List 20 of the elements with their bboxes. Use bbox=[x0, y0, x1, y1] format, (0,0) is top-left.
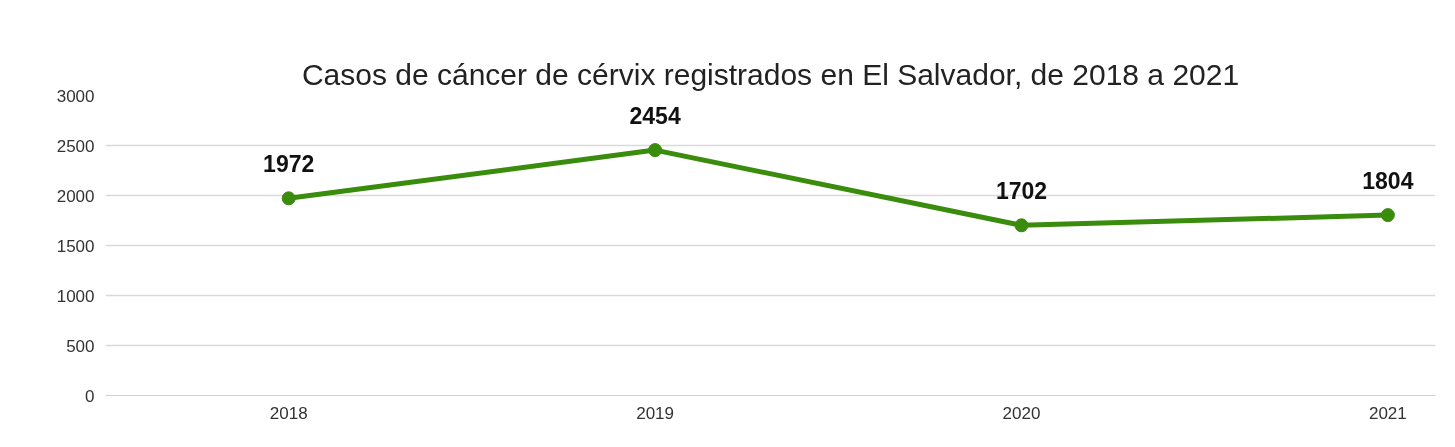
y-tick-label: 1000 bbox=[56, 286, 95, 306]
x-tick-label: 2020 bbox=[1002, 403, 1041, 423]
point bbox=[648, 143, 663, 158]
point bbox=[281, 191, 296, 206]
data-label: 2454 bbox=[629, 103, 681, 130]
x-tick-label: 2021 bbox=[1368, 403, 1407, 423]
y-tick-label: 0 bbox=[85, 386, 95, 406]
y-tick-label: 2000 bbox=[56, 186, 95, 206]
chart-title: Casos de cáncer de cérvix registrados en El Salvador, de 2018 a 2021 bbox=[301, 57, 1240, 91]
point bbox=[1380, 208, 1395, 223]
data-label: 1972 bbox=[263, 151, 315, 178]
data-label: 1804 bbox=[1362, 168, 1414, 195]
point bbox=[1014, 218, 1029, 233]
x-tick-label: 2019 bbox=[636, 403, 675, 423]
data-label: 1702 bbox=[995, 178, 1048, 205]
y-tick-label: 3000 bbox=[56, 86, 95, 106]
y-tick-label: 1500 bbox=[56, 236, 95, 256]
y-tick-label: 2500 bbox=[56, 136, 95, 156]
x-tick-label: 2018 bbox=[269, 403, 308, 423]
y-tick-label: 500 bbox=[66, 336, 95, 356]
